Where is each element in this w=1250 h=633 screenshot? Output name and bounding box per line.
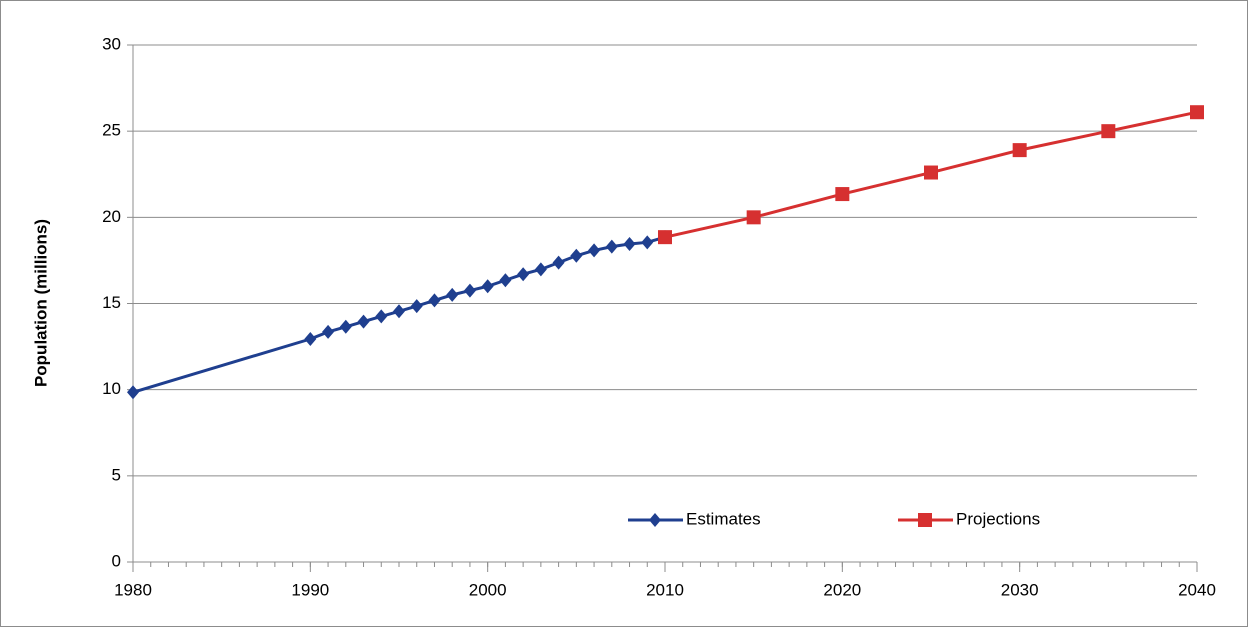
marker bbox=[649, 513, 661, 527]
marker bbox=[410, 299, 423, 314]
y-tick-label: 5 bbox=[112, 465, 121, 484]
marker bbox=[517, 267, 530, 282]
marker bbox=[746, 210, 761, 225]
marker bbox=[375, 309, 388, 324]
marker bbox=[1012, 143, 1027, 158]
y-tick-label: 25 bbox=[102, 121, 121, 140]
marker bbox=[588, 243, 601, 258]
x-tick-label: 1980 bbox=[114, 580, 152, 599]
marker bbox=[641, 235, 654, 250]
marker bbox=[481, 279, 494, 294]
marker bbox=[127, 385, 139, 400]
marker bbox=[463, 283, 476, 298]
x-tick-label: 2020 bbox=[823, 580, 861, 599]
legend-label: Estimates bbox=[686, 509, 761, 528]
marker bbox=[570, 248, 583, 263]
marker bbox=[658, 230, 672, 245]
series-line bbox=[132, 235, 666, 394]
y-tick-label: 20 bbox=[102, 207, 121, 226]
x-tick-label: 2030 bbox=[1001, 580, 1039, 599]
marker bbox=[446, 287, 459, 302]
marker bbox=[623, 237, 636, 252]
marker bbox=[322, 324, 335, 339]
marker bbox=[499, 273, 512, 288]
legend-label: Projections bbox=[956, 509, 1040, 528]
x-tick-label: 2040 bbox=[1178, 580, 1216, 599]
marker bbox=[534, 262, 547, 277]
x-tick-label: 2000 bbox=[469, 580, 507, 599]
marker bbox=[924, 165, 938, 180]
marker bbox=[393, 304, 405, 319]
y-tick-label: 0 bbox=[112, 551, 121, 570]
x-tick-label: 2010 bbox=[646, 580, 684, 599]
marker bbox=[339, 319, 352, 334]
marker bbox=[1101, 124, 1116, 139]
marker bbox=[357, 314, 370, 329]
y-tick-label: 15 bbox=[102, 293, 121, 312]
marker bbox=[428, 293, 441, 308]
marker bbox=[1190, 105, 1204, 120]
marker bbox=[918, 513, 932, 527]
y-tick-label: 30 bbox=[102, 34, 121, 53]
x-tick-label: 1990 bbox=[291, 580, 329, 599]
marker bbox=[835, 187, 850, 202]
y-axis-label: Population (millions) bbox=[31, 219, 50, 387]
marker bbox=[304, 332, 317, 347]
y-tick-label: 10 bbox=[102, 379, 121, 398]
marker bbox=[552, 255, 565, 270]
marker bbox=[605, 239, 618, 254]
